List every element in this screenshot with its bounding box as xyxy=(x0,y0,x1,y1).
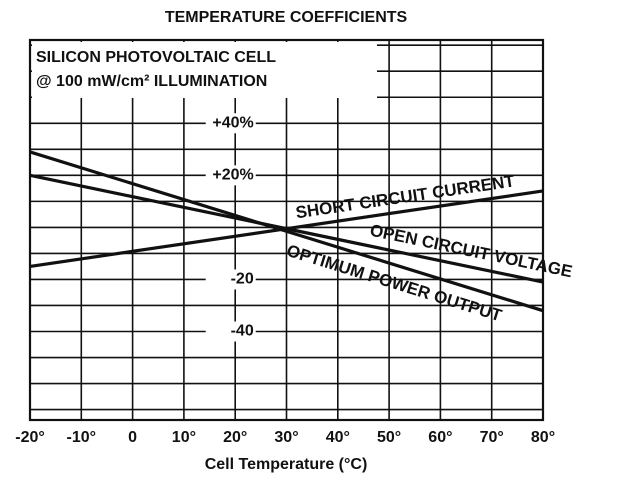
x-tick-label: 10° xyxy=(172,429,196,446)
x-tick-label: 50° xyxy=(377,429,401,446)
x-tick-label: -10° xyxy=(67,429,97,446)
x-tick-label: 40° xyxy=(326,429,350,446)
x-tick-label: -20° xyxy=(15,429,45,446)
y-tick-label-bg xyxy=(205,165,256,186)
y-tick-label: +20% xyxy=(212,167,253,184)
y-tick-label-bg xyxy=(205,321,256,342)
series-line xyxy=(29,173,544,284)
y-tick-label-bg xyxy=(205,269,256,290)
y-tick-label-bg xyxy=(205,113,256,134)
x-tick-label: 0 xyxy=(128,429,137,446)
annotation: SILICON PHOTOVOLTAIC CELL xyxy=(36,49,276,66)
chart-title: TEMPERATURE COEFFICIENTS xyxy=(165,9,408,26)
x-tick-label: 30° xyxy=(274,429,298,446)
x-axis-label: Cell Temperature (°C) xyxy=(205,456,368,473)
y-tick-label: +40% xyxy=(212,115,253,132)
annotation: @ 100 mW/cm² ILLUMINATION xyxy=(36,73,267,90)
y-tick-label: -40 xyxy=(231,323,254,340)
y-tick-label: -20 xyxy=(231,271,254,288)
x-tick-label: 20° xyxy=(223,429,247,446)
plot-frame xyxy=(28,38,545,422)
series-line xyxy=(29,150,544,313)
series-label: SHORT CIRCUIT CURRENT xyxy=(294,171,516,222)
annotation-box xyxy=(32,42,377,98)
x-tick-label: 70° xyxy=(480,429,504,446)
x-tick-label: 60° xyxy=(428,429,452,446)
x-tick-label: 80° xyxy=(531,429,555,446)
